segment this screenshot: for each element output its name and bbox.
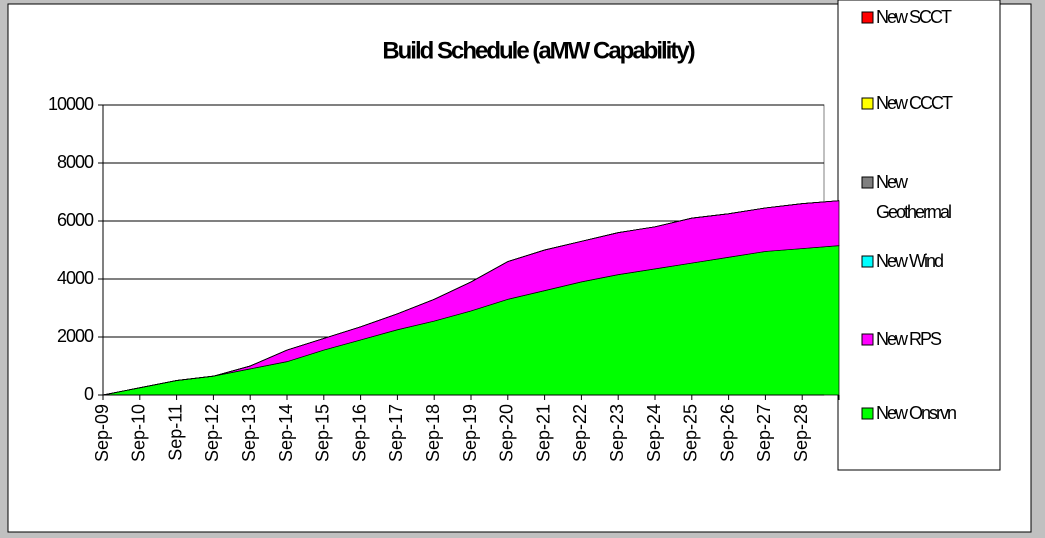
legend-swatch (861, 176, 874, 189)
x-tick-label: Sep-17 (386, 404, 406, 462)
x-tick-label: Sep-18 (423, 404, 443, 462)
x-tick-label: Sep-24 (644, 404, 664, 462)
x-tick-label: Sep-14 (276, 404, 296, 462)
x-tick-label: Sep-13 (239, 404, 259, 462)
legend-swatch (861, 255, 874, 268)
chart-title: Build Schedule (aMW Capability) (382, 37, 694, 64)
legend-swatch (861, 407, 874, 420)
y-tick-label: 8000 (57, 152, 94, 172)
x-tick-label: Sep-10 (129, 404, 149, 462)
y-tick-label: 4000 (57, 268, 94, 288)
x-tick-label: Sep-15 (313, 404, 333, 462)
y-tick-label: 0 (84, 384, 94, 404)
x-tick-label: Sep-20 (497, 404, 517, 462)
legend-label: New Onsrvn (876, 403, 956, 423)
x-tick-label: Sep-09 (92, 404, 112, 462)
legend-label: New Geothermal (876, 172, 951, 222)
y-tick-label: 2000 (57, 326, 94, 346)
legend-label: New CCCT (876, 93, 953, 113)
x-tick-label: Sep-19 (460, 404, 480, 462)
legend-swatch (861, 97, 874, 110)
legend-swatch (861, 333, 874, 346)
x-tick-label: Sep-16 (349, 404, 369, 462)
x-tick-label: Sep-26 (717, 404, 737, 462)
legend-label: New SCCT (876, 7, 952, 27)
x-tick-label: Sep-11 (165, 404, 185, 461)
x-tick-label: Sep-22 (570, 404, 590, 462)
x-tick-label: Sep-23 (607, 404, 627, 462)
x-tick-label: Sep-27 (754, 404, 774, 462)
x-tick-label: Sep-12 (202, 404, 222, 462)
y-tick-label: 10000 (48, 94, 94, 114)
area (102, 200, 840, 396)
x-tick-label: Sep-21 (533, 404, 553, 462)
legend-swatch (861, 11, 874, 24)
y-tick-label: 6000 (57, 210, 94, 230)
legend-label: New Wind (876, 251, 943, 271)
x-tick-label: Sep-28 (791, 404, 811, 462)
x-tick-label: Sep-25 (681, 404, 701, 462)
legend (837, 0, 1001, 471)
legend-label: New RPS (876, 329, 942, 349)
